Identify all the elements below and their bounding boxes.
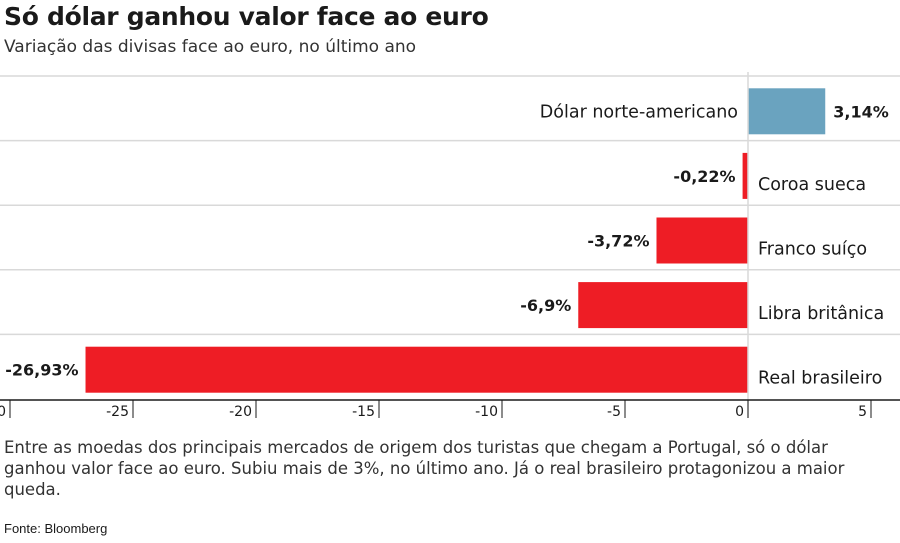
chart-note: Entre as moedas dos principais mercados …	[4, 438, 845, 499]
x-tick-label: 0	[735, 404, 744, 420]
chart-subtitle: Variação das divisas face ao euro, no úl…	[4, 37, 417, 57]
x-tick-label: -20	[229, 404, 252, 420]
category-label: Coroa sueca	[758, 175, 866, 195]
x-tick-label: -10	[475, 404, 498, 420]
data-label: -0,22%	[673, 167, 735, 186]
category-label: Franco suíço	[758, 240, 867, 260]
category-label: Libra britânica	[758, 304, 884, 324]
bar-2	[742, 152, 748, 199]
bar-5	[85, 346, 749, 393]
category-label: Dólar norte-americano	[540, 102, 738, 122]
source-credit: Fonte: Bloomberg	[4, 521, 108, 536]
bar-4	[578, 282, 748, 329]
bar-3	[656, 217, 748, 264]
x-tick-label: -15	[352, 404, 375, 420]
category-label: Real brasileiro	[758, 369, 882, 389]
data-label: 3,14%	[833, 102, 889, 121]
bar-chart: Dólar norte-americano 3,14% Coroa sueca -0,…	[0, 72, 900, 420]
x-tick-label: -25	[106, 404, 129, 420]
bar-1	[748, 88, 826, 135]
x-tick-label: -30	[0, 404, 6, 420]
data-label: -6,9%	[520, 296, 571, 315]
x-tick-label: -5	[607, 404, 621, 420]
x-tick-label: 5	[858, 404, 867, 420]
data-label: -26,93%	[5, 361, 78, 380]
chart-title: Só dólar ganhou valor face ao euro	[4, 2, 489, 31]
data-label: -3,72%	[587, 232, 649, 251]
